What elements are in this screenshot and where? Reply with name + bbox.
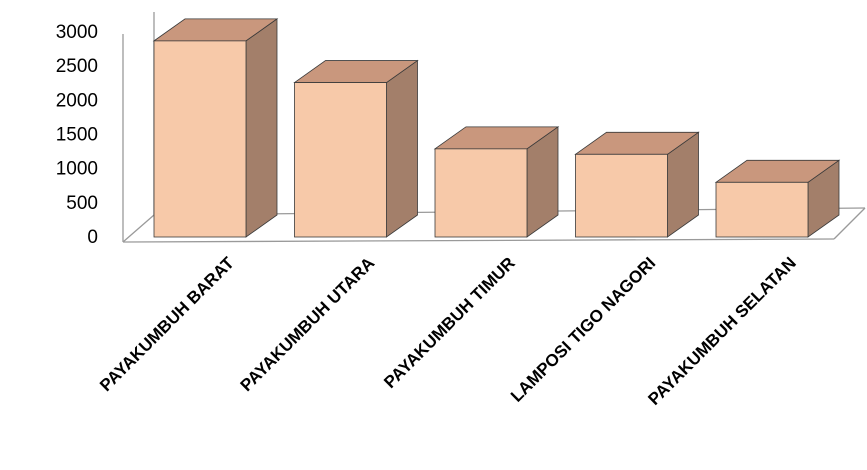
x-category-label: PAYAKUMBUH UTARA	[237, 253, 379, 395]
bar	[293, 59, 419, 238]
floor-right-edge	[833, 207, 866, 240]
bar	[574, 131, 700, 238]
bar	[152, 18, 279, 238]
y-tick-label: 2000	[56, 90, 98, 111]
floor-left-edge	[122, 214, 155, 243]
y-tick-label: 2500	[56, 56, 98, 77]
bar	[714, 159, 841, 238]
bar	[433, 126, 560, 238]
y-axis-ticks: 0 500 1000 1500 2000 2500 3000	[56, 22, 98, 248]
x-category-label: LAMPOSI TIGO NAGORI	[507, 253, 659, 405]
bar-front-face	[294, 82, 387, 238]
bar-front-face	[153, 40, 247, 238]
y-tick-label: 1000	[56, 159, 98, 180]
bar-front-face	[715, 181, 809, 238]
floor-front-edge	[122, 238, 835, 243]
bar-side-face	[245, 18, 278, 238]
bar-front-face	[434, 148, 528, 238]
y-tick-label: 500	[66, 193, 98, 214]
y-tick-label: 3000	[56, 22, 98, 43]
bars	[152, 18, 841, 238]
x-category-label: PAYAKUMBUH BARAT	[96, 253, 238, 395]
y-tick-label: 0	[87, 227, 98, 248]
x-category-label: PAYAKUMBUH SELATAN	[644, 253, 799, 408]
bar-front-face	[575, 153, 668, 238]
y-tick-label: 1500	[56, 125, 98, 146]
x-category-label: PAYAKUMBUH TIMUR	[380, 253, 519, 392]
bar-side-face	[386, 59, 418, 238]
